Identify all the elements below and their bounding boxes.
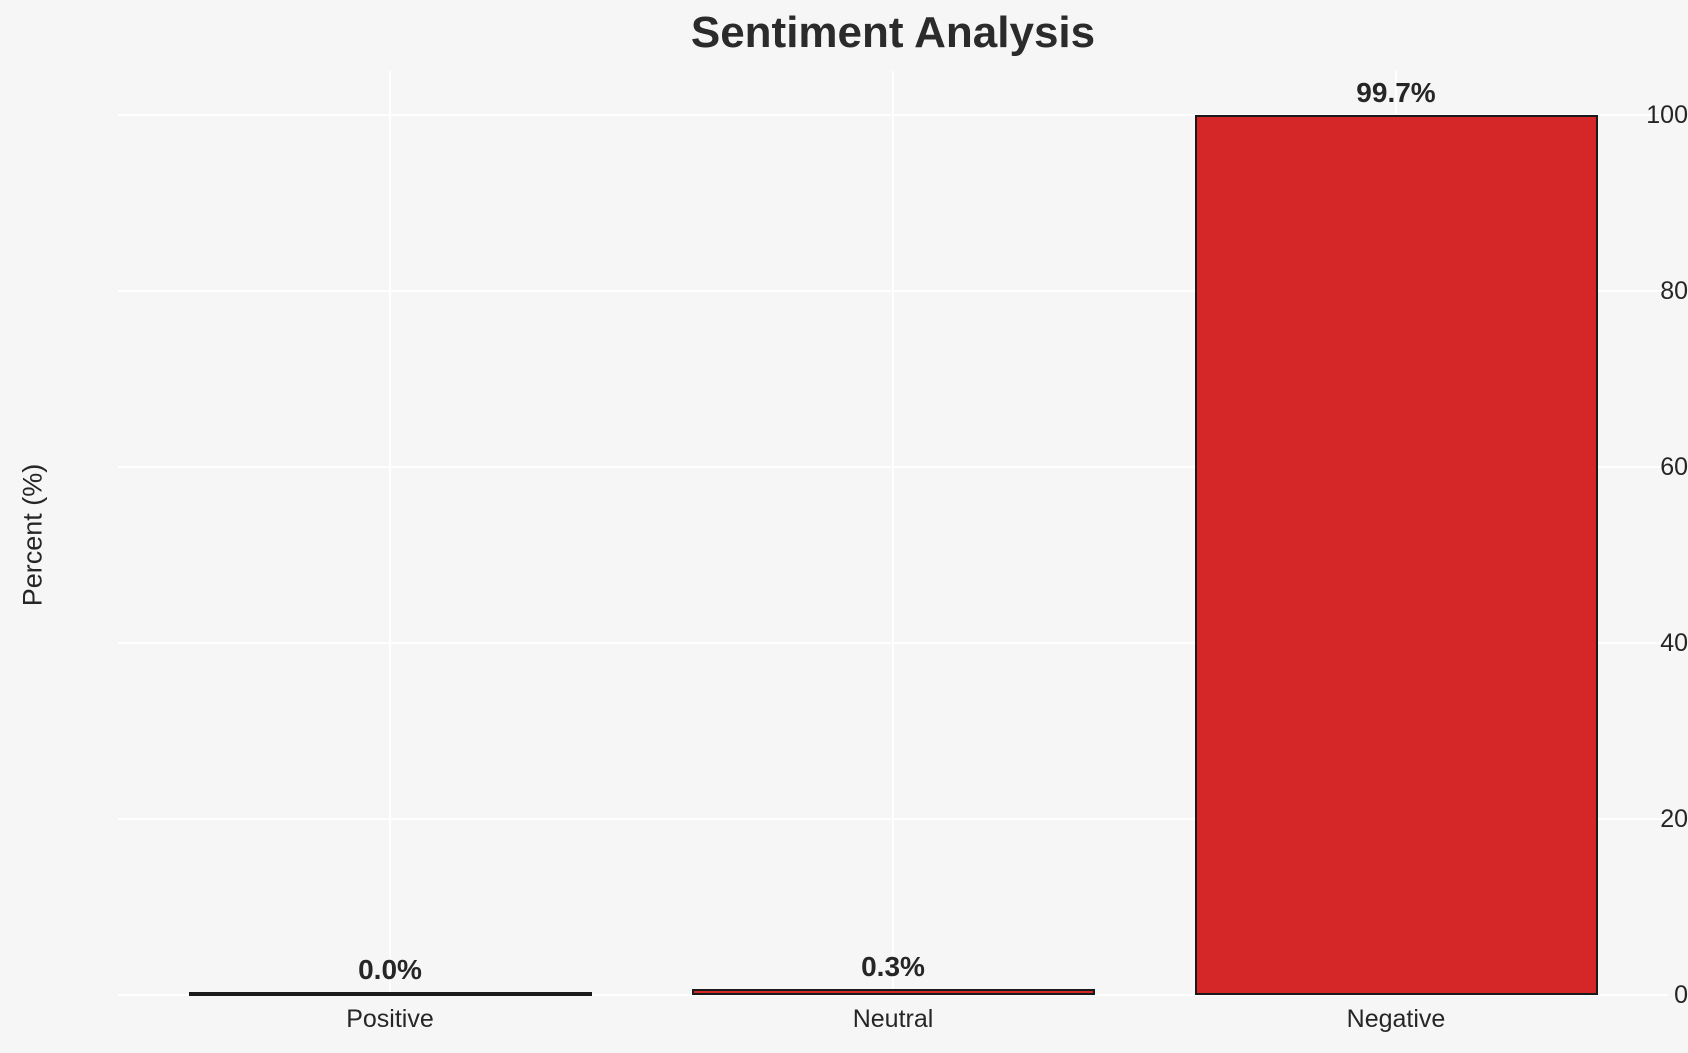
bar-value-label: 0.0% <box>358 954 422 985</box>
bar-negative <box>1194 115 1598 995</box>
bar-neutral <box>691 989 1095 995</box>
y-tick-label: 40 <box>1660 629 1688 657</box>
bar-positive <box>188 992 592 996</box>
y-tick-label: 80 <box>1660 277 1688 305</box>
gridline-v <box>892 71 894 995</box>
x-tick-label-positive: Positive <box>346 1005 434 1033</box>
y-axis-label: Percent (%) <box>17 463 48 607</box>
x-tick-label-neutral: Neutral <box>852 1005 934 1033</box>
x-tick-label-negative: Negative <box>1346 1005 1446 1033</box>
chart-title: Sentiment Analysis <box>690 8 1096 57</box>
y-tick-label: 0 <box>1674 981 1688 1009</box>
y-tick-label: 20 <box>1660 805 1688 833</box>
bar-value-label: 0.3% <box>861 951 925 982</box>
bar-value-label: 99.7% <box>1356 77 1436 108</box>
gridline-v <box>389 71 391 995</box>
y-tick-label: 100 <box>1646 101 1688 129</box>
gridline-h <box>118 994 1668 996</box>
y-tick-label: 60 <box>1660 453 1688 481</box>
